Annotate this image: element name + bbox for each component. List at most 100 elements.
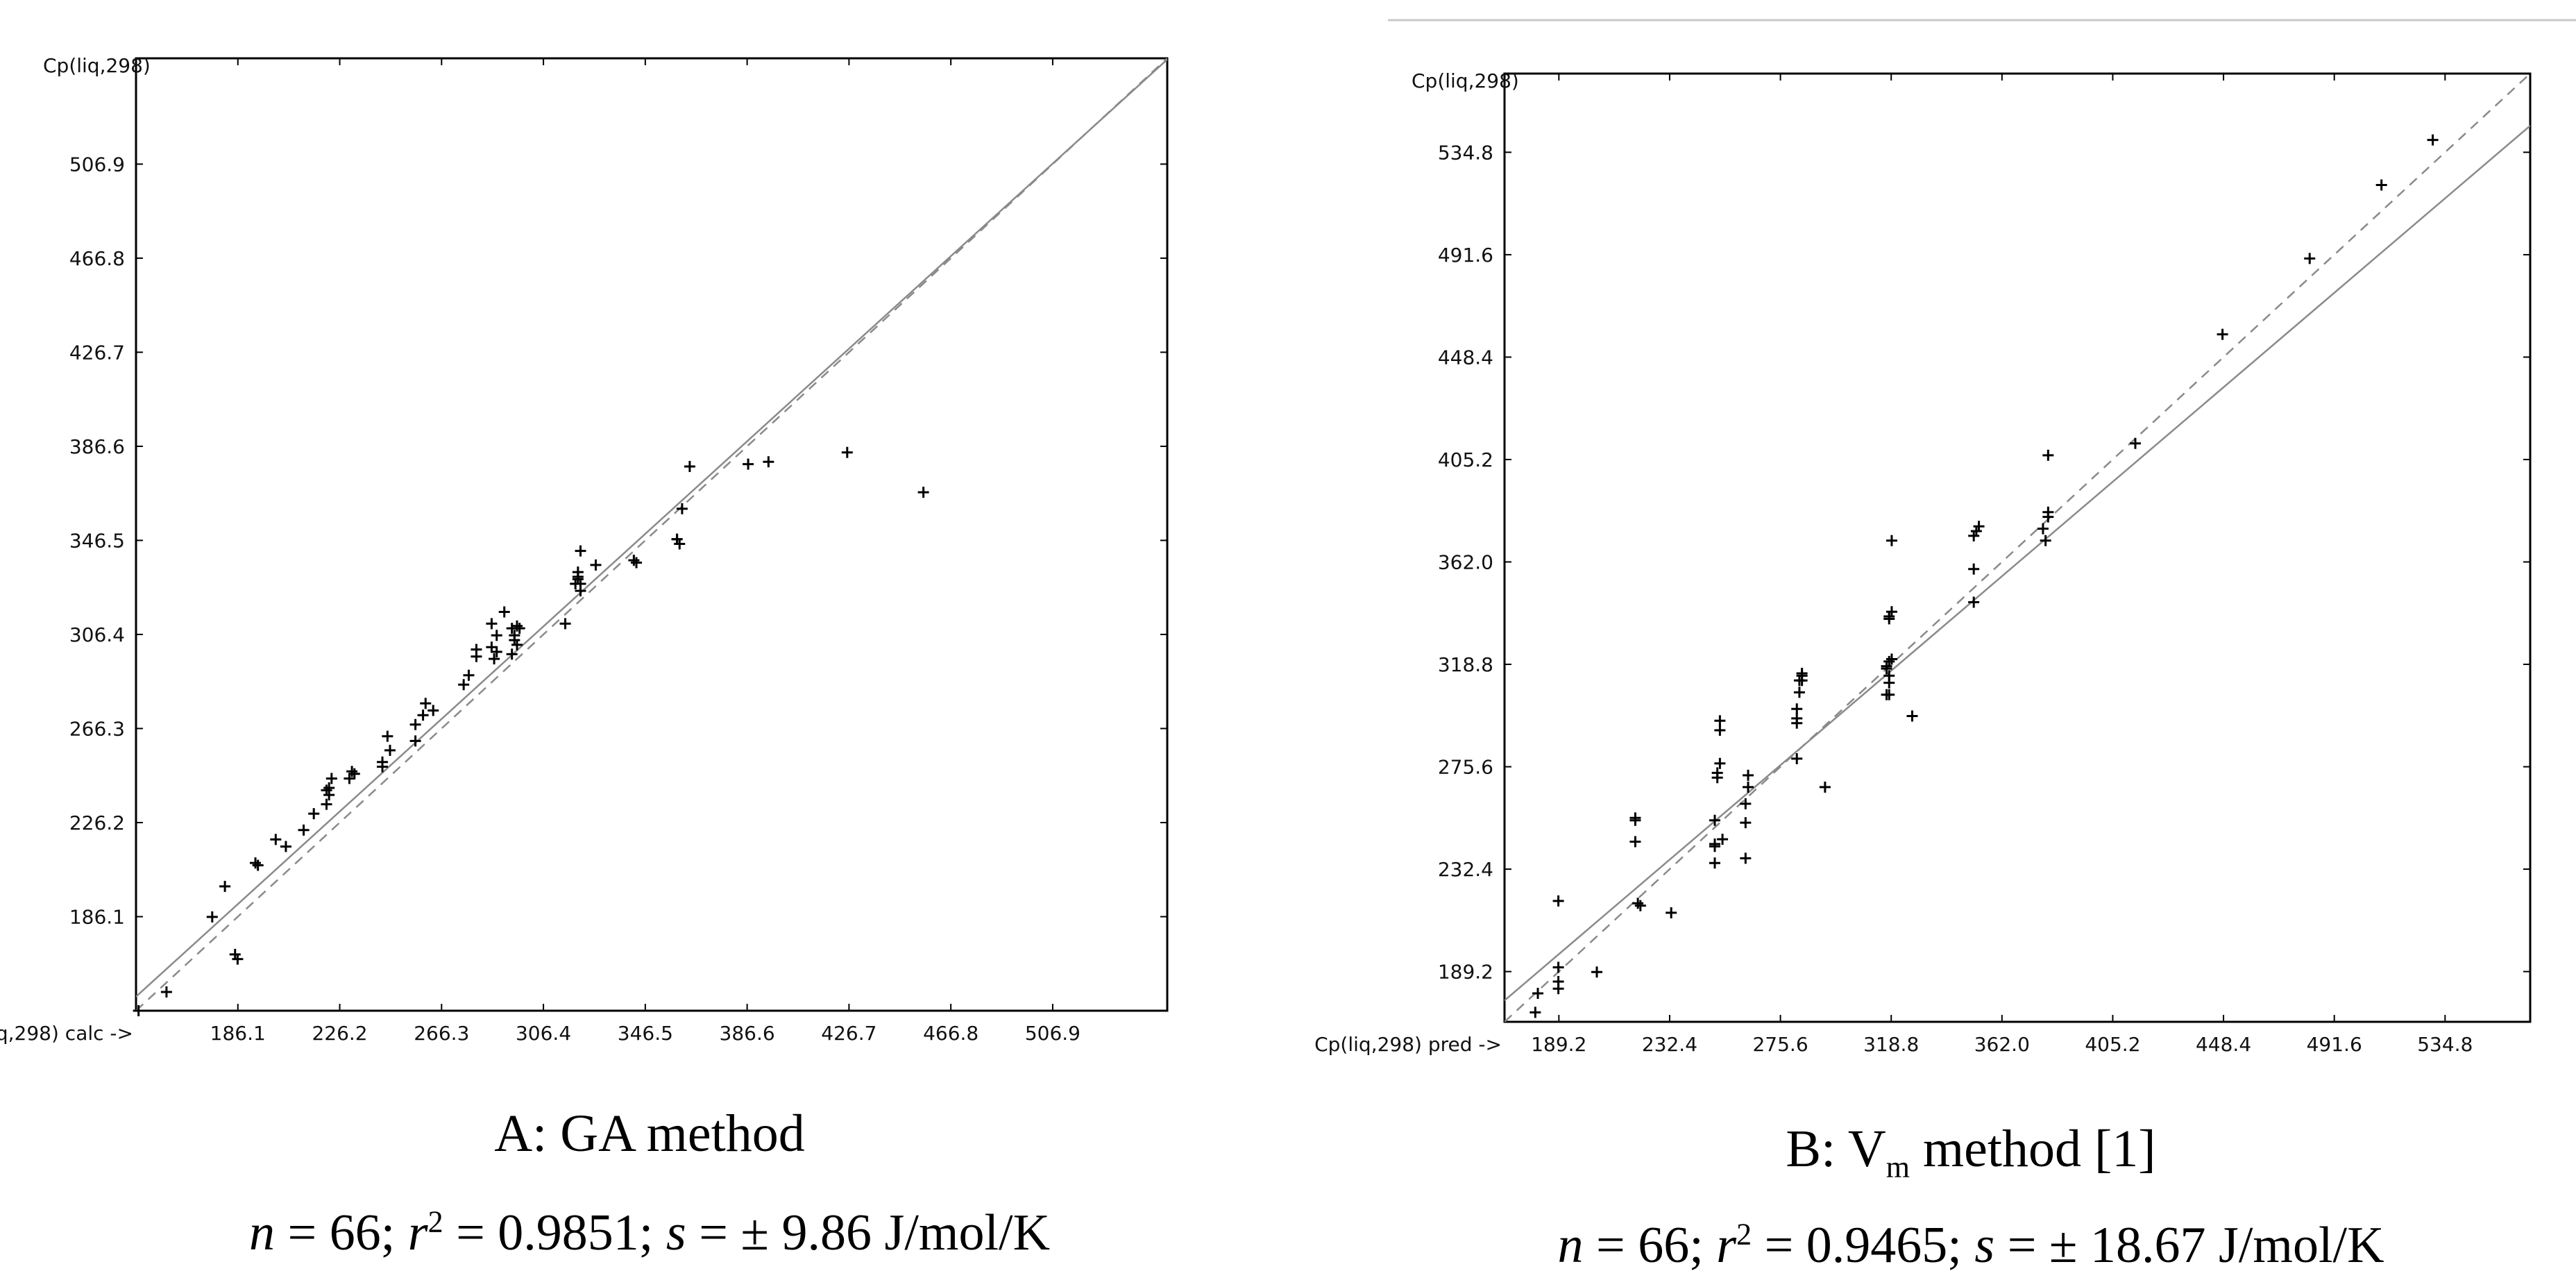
data-point-b [1709, 838, 1720, 850]
data-point-a [427, 705, 439, 716]
data-point-a [491, 646, 502, 657]
y-tick-label-b: 448.4 [1438, 346, 1493, 369]
caption-a-title: A: GA method [386, 1104, 913, 1164]
caption-b-n-label: n [1557, 1217, 1584, 1274]
caption-b-s-value: = ± 18.67 J/mol/K [1994, 1217, 2384, 1274]
y-tick-label-a: 466.8 [69, 247, 125, 270]
fit-line-b [1505, 125, 2530, 1002]
data-point-b [1632, 898, 1644, 909]
data-point-b [1714, 724, 1726, 736]
ideal-line-a [136, 58, 1167, 1011]
caption-a-n-value: = 66; [274, 1204, 408, 1261]
caption-b-s-label: s [1974, 1217, 1995, 1274]
x-tick-label-b: 275.6 [1752, 1033, 1808, 1056]
x-tick-label-b: 318.8 [1863, 1033, 1919, 1056]
data-point-b [1791, 752, 1803, 764]
data-point-a [280, 841, 291, 852]
data-point-a [511, 639, 523, 650]
data-point-b [1552, 961, 1564, 973]
data-point-b [1968, 596, 1980, 608]
data-point-b [2375, 179, 2387, 191]
y-tick-label-b: 491.6 [1438, 244, 1493, 267]
data-point-a [511, 620, 523, 632]
data-point-b [1791, 712, 1803, 724]
y-tick-label-b: 232.4 [1438, 858, 1493, 881]
data-point-a [498, 606, 510, 618]
chart-panel-b: 189.2 232.4 275.6 318.8 362.0 405.2 448.4 491.6… [1314, 69, 2532, 1056]
caption-a-stats: n = 66; r2 = 0.9851; s = ± 9.86 J/mol/K [164, 1204, 1135, 1263]
data-point-b [1709, 857, 1720, 869]
data-point-a [377, 761, 389, 773]
data-point-a [409, 735, 421, 747]
x-tick-label-a: 386.6 [720, 1022, 775, 1045]
caption-b-r-label: r [1716, 1217, 1737, 1274]
data-point-b [1629, 812, 1641, 824]
data-point-a [471, 650, 482, 662]
x-tick-label-a: 426.7 [821, 1022, 876, 1045]
y-tick-label-b: 275.6 [1438, 756, 1493, 779]
data-point-b [1532, 988, 1544, 1000]
data-point-a [206, 911, 218, 923]
data-point-a [417, 709, 429, 721]
data-point-b [2042, 449, 2054, 461]
data-point-a [232, 953, 244, 965]
data-point-b [1973, 521, 1985, 532]
caption-a-r-label: r [407, 1204, 428, 1261]
data-point-b [1634, 900, 1646, 911]
data-point-a [325, 773, 337, 784]
ideal-line-b [1505, 74, 2530, 1022]
plot-frame-a [135, 57, 1169, 1012]
caption-a-r-value: = 0.9851; [443, 1204, 666, 1261]
x-tick-label-b: 448.4 [2196, 1033, 2251, 1056]
data-point-a [382, 730, 393, 742]
data-point-b [1591, 966, 1603, 978]
data-point-a [298, 824, 310, 836]
data-point-a [409, 718, 421, 730]
data-point-b [1711, 772, 1723, 784]
data-point-a [420, 698, 432, 709]
caption-b-title: B: Vm method [1] [1693, 1119, 2248, 1185]
x-tick-label-a: 506.9 [1025, 1022, 1081, 1045]
data-point-b [1552, 975, 1564, 987]
data-point-a [270, 834, 282, 846]
plot-frame-b [1503, 72, 2532, 1023]
data-point-b [2037, 523, 2049, 535]
data-point-b [2129, 437, 2141, 449]
data-point-a [491, 630, 502, 641]
x-tick-label-a: 306.4 [516, 1022, 571, 1045]
data-point-a [631, 557, 643, 569]
data-point-a [133, 1005, 144, 1016]
data-point-a [463, 669, 475, 681]
caption-a-r-sup: 2 [427, 1204, 443, 1239]
x-axis-label-a: Cp(liq,298) calc -> [0, 1022, 133, 1045]
data-point-a [506, 648, 518, 660]
y-tick-label-b: 362.0 [1438, 550, 1493, 573]
data-point-b [1740, 817, 1752, 829]
data-point-b [1791, 703, 1803, 715]
data-point-b [1740, 798, 1752, 809]
data-point-a [628, 555, 640, 566]
y-tick-label-b: 405.2 [1438, 448, 1493, 471]
data-point-b [1740, 852, 1752, 864]
data-point-a [458, 679, 470, 691]
chart-panel-a: 186.1 226.2 266.3 306.4 346.5 386.6 426.7 466.8… [0, 54, 1169, 1045]
data-point-b [1530, 1007, 1541, 1018]
y-tick-label-b: 318.8 [1438, 653, 1493, 676]
caption-b-stats: n = 66; r2 = 0.9465; s = ± 18.67 J/mol/K [1471, 1216, 2471, 1275]
x-tick-label-b: 189.2 [1531, 1033, 1586, 1056]
x-tick-label-a: 346.5 [618, 1022, 673, 1045]
data-point-a [514, 623, 525, 634]
data-point-a [346, 766, 358, 777]
data-point-a [348, 768, 360, 780]
x-tick-label-a: 186.1 [210, 1022, 266, 1045]
data-point-a [486, 618, 498, 630]
caption-a-title-text: A: GA method [494, 1104, 805, 1163]
data-point-b [1717, 834, 1729, 846]
data-point-a [572, 566, 584, 578]
caption-a-n-label: n [248, 1204, 275, 1261]
data-point-b [1886, 606, 1897, 618]
data-point-b [1819, 781, 1831, 793]
caption-a-s-label: s [666, 1204, 686, 1261]
data-point-b [1709, 814, 1720, 826]
